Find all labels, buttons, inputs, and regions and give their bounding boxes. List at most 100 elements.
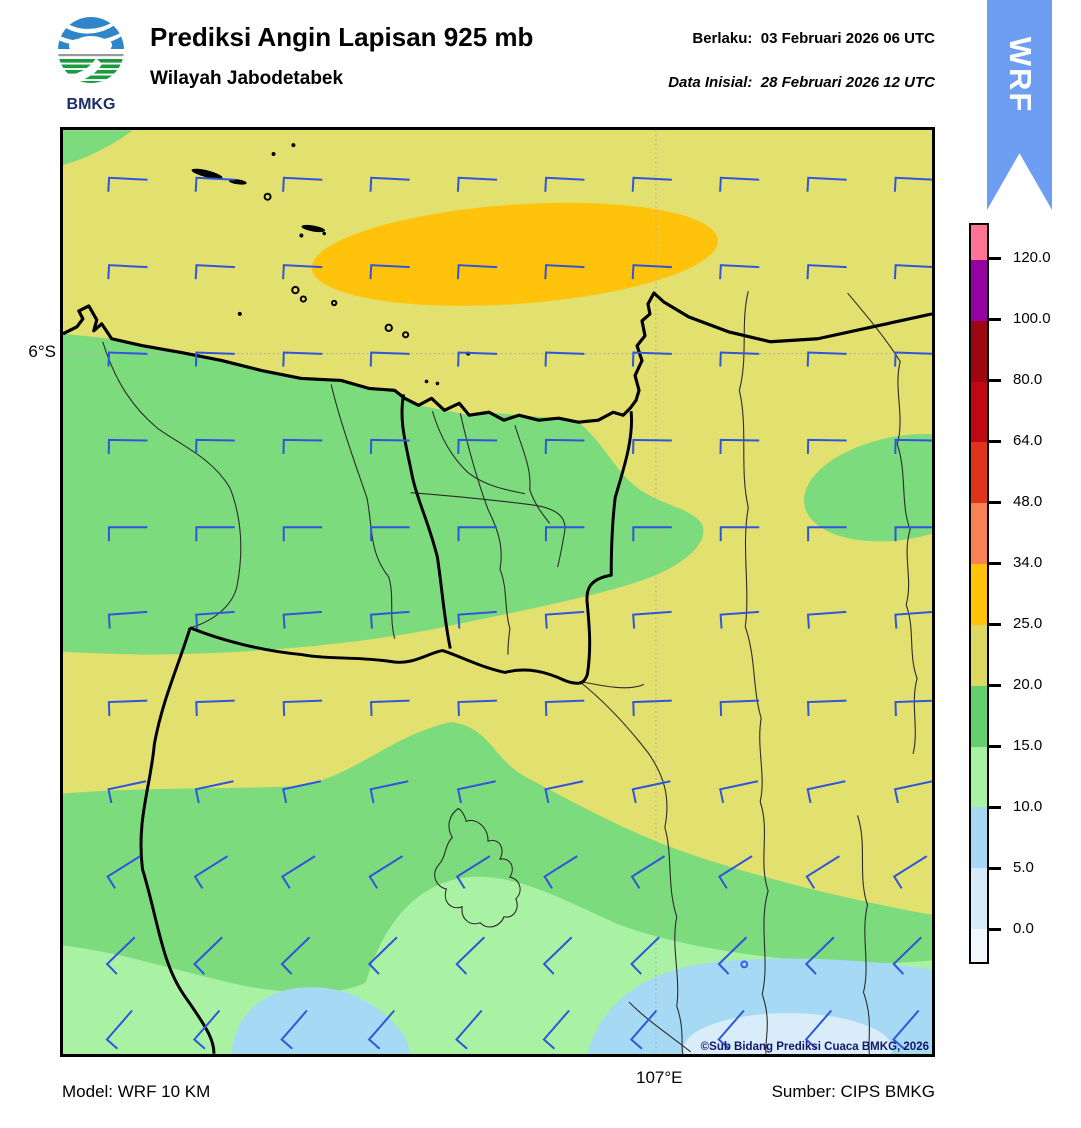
colorbar-segment — [971, 225, 987, 260]
valid-time-value: 03 Februari 2026 06 UTC — [760, 30, 935, 47]
wind-barb — [367, 936, 398, 975]
colorbar-tick-label: 80.0 — [1013, 371, 1043, 388]
fill-lightblue-sw — [231, 987, 411, 1054]
graticule — [63, 130, 932, 1054]
wind-barb — [282, 610, 323, 629]
wind-barb — [632, 526, 672, 542]
colorbar-segment — [971, 564, 987, 625]
colorbar-tick — [987, 805, 1001, 809]
init-time-line: Data Inisial: 28 Februari 2026 12 UTC — [668, 74, 935, 91]
wind-barb — [630, 936, 660, 975]
wind-barb — [370, 526, 410, 542]
wind-barb — [893, 780, 932, 804]
colorbar-wrap: 120.0 100.0 80.0 64.0 48.0 34.0 25.0 20.0 15.0 10… — [969, 223, 1079, 968]
wind-barb — [107, 438, 148, 454]
wind-barb — [632, 610, 672, 629]
colorbar-tick-label: 25.0 — [1013, 615, 1043, 632]
wind-barb — [806, 610, 847, 629]
wind-barb — [894, 699, 932, 717]
wind-barb — [717, 936, 748, 975]
init-time-value: 28 Februari 2026 12 UTC — [760, 74, 935, 91]
bmkg-logo: BMKG — [54, 14, 128, 113]
wind-barb — [194, 264, 235, 280]
wind-barb — [807, 699, 847, 717]
wind-barb — [804, 1009, 833, 1050]
colorbar-tick — [987, 866, 1001, 870]
colorbar-tick-label: 10.0 — [1013, 798, 1043, 815]
wind-barb — [544, 699, 585, 717]
wind-barb — [806, 264, 847, 280]
colorbar-tick — [987, 683, 1001, 687]
colorbar-tick-label: 64.0 — [1013, 432, 1043, 449]
calm-wind-marker — [740, 960, 749, 969]
wind-barb — [282, 176, 323, 192]
wind-barb — [107, 526, 148, 542]
wind-barb — [367, 1009, 396, 1050]
wind-barb — [542, 936, 573, 975]
wind-barb — [719, 780, 759, 804]
wind-barb — [629, 1009, 658, 1050]
wind-barb — [369, 780, 409, 804]
wind-barb — [194, 176, 235, 192]
wind-barb — [719, 438, 760, 454]
colorbar-tick — [987, 256, 1001, 260]
wind-barb — [718, 855, 753, 889]
wind-barb — [894, 610, 932, 629]
wind-barb — [369, 438, 410, 454]
wind-barb — [893, 176, 932, 192]
wind-barb — [105, 1009, 133, 1050]
wind-barb — [456, 176, 498, 192]
wind-barb — [631, 351, 672, 367]
wind-barb — [193, 936, 223, 975]
wind-barb — [806, 176, 847, 192]
wind-barb-field — [105, 176, 932, 1050]
bmkg-logo-icon: BMKG — [58, 17, 124, 113]
wind-barb — [107, 351, 148, 367]
wind-barb — [544, 526, 585, 542]
wind-barb — [369, 176, 410, 192]
colorbar-segment — [971, 807, 987, 869]
colorbar-segment — [971, 868, 987, 930]
wind-barb — [280, 1009, 308, 1050]
colorbar-tick-label: 20.0 — [1013, 676, 1043, 693]
wind-barb — [894, 526, 932, 542]
wind-barb — [282, 438, 323, 454]
wind-barb — [806, 780, 846, 804]
wind-barb — [542, 1009, 570, 1050]
wind-barb — [806, 351, 847, 367]
colorbar-segment — [971, 259, 987, 321]
wind-barb — [892, 1009, 920, 1050]
bmkg-logo-text: BMKG — [67, 96, 116, 112]
wind-barb — [457, 699, 497, 717]
wind-barb — [192, 1009, 221, 1050]
wind-barb — [892, 936, 923, 975]
colorbar-tick-label: 34.0 — [1013, 554, 1043, 571]
wind-barb — [282, 699, 323, 717]
wind-barb — [894, 438, 932, 454]
colorbar-segment — [971, 624, 987, 686]
wind-barb — [630, 855, 666, 889]
wind-barb — [807, 526, 847, 542]
colorbar-segment — [971, 929, 987, 962]
model-ribbon: WRF — [987, 0, 1052, 210]
wind-barb — [282, 526, 323, 542]
latitude-label: 6°S — [28, 342, 56, 361]
map-panel[interactable]: ©Sub Bidang Prediksi Cuaca BMKG, 2026 — [60, 127, 935, 1057]
wind-barb — [719, 264, 760, 280]
wind-barb — [106, 855, 141, 889]
wind-barb — [892, 855, 928, 889]
wind-barb — [719, 610, 760, 629]
wind-barb — [544, 780, 584, 804]
wind-barb — [455, 936, 486, 975]
wind-barb — [804, 936, 835, 975]
colorbar-tick-label: 48.0 — [1013, 493, 1043, 510]
wind-barb — [719, 526, 760, 542]
wind-barb — [368, 855, 403, 889]
wind-barb — [369, 610, 410, 629]
wind-barb — [194, 351, 235, 367]
colorbar-tick — [987, 622, 1001, 626]
fill-green-east — [803, 434, 932, 542]
wind-barb — [193, 855, 229, 889]
wind-barb — [281, 855, 316, 889]
